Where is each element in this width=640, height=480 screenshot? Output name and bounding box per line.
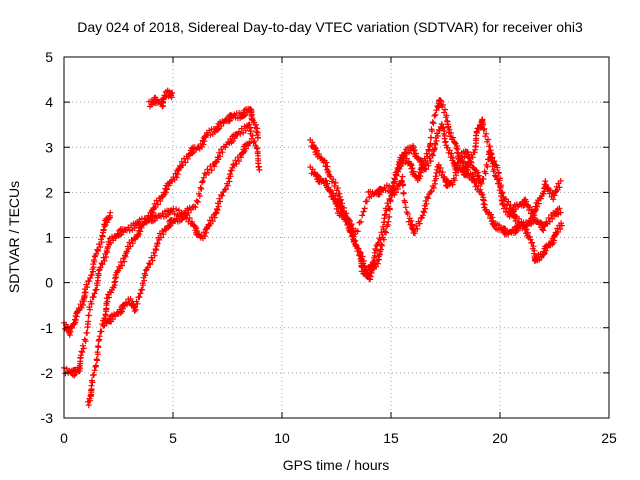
chart-title: Day 024 of 2018, Sidereal Day-to-day VTE… [77, 19, 583, 35]
y-tick-label: 1 [45, 230, 53, 246]
series-track-5 [146, 87, 176, 110]
series-track-7 [307, 97, 564, 283]
y-tick-label: -3 [41, 410, 54, 426]
data-layer [61, 87, 565, 409]
series-track-4 [100, 139, 253, 329]
series-track-8 [327, 148, 565, 264]
series-markers [61, 121, 263, 379]
x-tick-label: 5 [169, 430, 177, 446]
series-markers [307, 97, 564, 283]
x-tick-label: 25 [601, 430, 617, 446]
y-tick-label: 3 [45, 139, 53, 155]
series-markers [100, 139, 253, 329]
y-tick-label: -2 [41, 365, 54, 381]
y-tick-label: 5 [45, 49, 53, 65]
series-markers [85, 105, 261, 409]
y-tick-label: 4 [45, 94, 53, 110]
x-tick-label: 0 [60, 430, 68, 446]
series-track-1 [61, 121, 263, 379]
series-markers [146, 87, 176, 110]
x-axis-label: GPS time / hours [283, 457, 390, 473]
y-tick-label: 2 [45, 184, 53, 200]
series-markers [327, 148, 565, 264]
x-tick-label: 15 [383, 430, 399, 446]
y-tick-label: -1 [41, 320, 54, 336]
x-axis: 0 5 10 15 20 25 [60, 57, 617, 446]
x-tick-label: 20 [492, 430, 508, 446]
y-axis-label: SDTVAR / TECUs [6, 181, 22, 293]
y-tick-label: 0 [45, 275, 53, 291]
series-track-3 [85, 105, 261, 409]
x-tick-label: 10 [274, 430, 290, 446]
y-axis: -3 -2 -1 0 1 2 3 4 5 [41, 49, 609, 426]
